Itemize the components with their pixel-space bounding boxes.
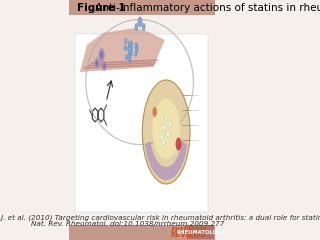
Circle shape: [129, 44, 130, 46]
Circle shape: [129, 48, 130, 50]
Circle shape: [138, 17, 143, 28]
Text: Bisœndial, R. J. et al. (2010) Targeting cardiovascular risk in rheumatoid arthr: Bisœndial, R. J. et al. (2010) Targeting…: [0, 215, 320, 221]
Circle shape: [129, 58, 130, 60]
Circle shape: [163, 125, 165, 131]
Circle shape: [98, 48, 105, 62]
Circle shape: [134, 43, 138, 50]
Circle shape: [124, 38, 127, 44]
Circle shape: [124, 46, 125, 48]
Circle shape: [100, 52, 103, 59]
Circle shape: [128, 48, 129, 49]
Circle shape: [130, 46, 132, 52]
Circle shape: [142, 80, 190, 184]
Circle shape: [128, 54, 131, 60]
Circle shape: [136, 48, 137, 49]
Circle shape: [128, 42, 129, 44]
Circle shape: [129, 51, 130, 53]
Circle shape: [164, 115, 167, 121]
Circle shape: [176, 138, 181, 150]
Circle shape: [130, 45, 132, 52]
Circle shape: [94, 58, 100, 68]
Circle shape: [96, 60, 98, 66]
Circle shape: [135, 52, 136, 54]
Circle shape: [136, 46, 139, 52]
Text: ——: ——: [191, 93, 199, 97]
Circle shape: [125, 39, 126, 41]
Text: ——: ——: [191, 138, 199, 142]
Circle shape: [134, 23, 138, 31]
Text: ——: ——: [191, 123, 199, 127]
Circle shape: [102, 61, 107, 71]
Circle shape: [129, 48, 132, 54]
Circle shape: [125, 54, 128, 60]
Text: nature: nature: [170, 224, 207, 234]
Bar: [68, 15, 215, 225]
Wedge shape: [145, 141, 188, 180]
Bar: [187, 225, 214, 239]
Circle shape: [103, 64, 106, 68]
Circle shape: [142, 23, 146, 31]
Circle shape: [128, 40, 131, 47]
Circle shape: [128, 42, 131, 49]
Bar: [68, 0, 215, 15]
Circle shape: [130, 47, 131, 49]
Circle shape: [167, 131, 169, 137]
Text: Figure 1: Figure 1: [77, 3, 125, 13]
Circle shape: [169, 121, 172, 127]
Circle shape: [127, 46, 130, 52]
Circle shape: [130, 51, 132, 57]
Circle shape: [152, 99, 180, 159]
Circle shape: [129, 50, 130, 52]
Circle shape: [136, 44, 137, 46]
Text: RHEUMATOLOGY: RHEUMATOLOGY: [176, 229, 225, 234]
Circle shape: [124, 45, 127, 51]
Bar: [68, 225, 215, 240]
Circle shape: [128, 49, 131, 55]
Text: Nat. Rev. Rheumatol. doi:10.1038/nrrheum.2009.277: Nat. Rev. Rheumatol. doi:10.1038/nrrheum…: [31, 221, 225, 227]
Bar: [76, 34, 208, 212]
Circle shape: [131, 42, 132, 44]
Circle shape: [135, 42, 138, 48]
Circle shape: [152, 107, 157, 117]
Circle shape: [126, 56, 127, 58]
Circle shape: [162, 139, 165, 145]
Text: ——: ——: [191, 108, 199, 112]
Circle shape: [130, 52, 131, 54]
Text: Anti-inflammatory actions of statins in rheumatoid arthritis: Anti-inflammatory actions of statins in …: [92, 3, 320, 13]
Text: REVIEWS: REVIEWS: [170, 232, 206, 238]
Circle shape: [129, 46, 132, 53]
Polygon shape: [80, 28, 165, 72]
Circle shape: [130, 41, 133, 47]
Circle shape: [160, 134, 163, 140]
Circle shape: [129, 57, 132, 63]
Circle shape: [134, 50, 137, 57]
Circle shape: [135, 45, 136, 47]
Circle shape: [130, 47, 131, 49]
Circle shape: [128, 55, 129, 57]
Circle shape: [129, 51, 130, 53]
Circle shape: [128, 49, 131, 56]
